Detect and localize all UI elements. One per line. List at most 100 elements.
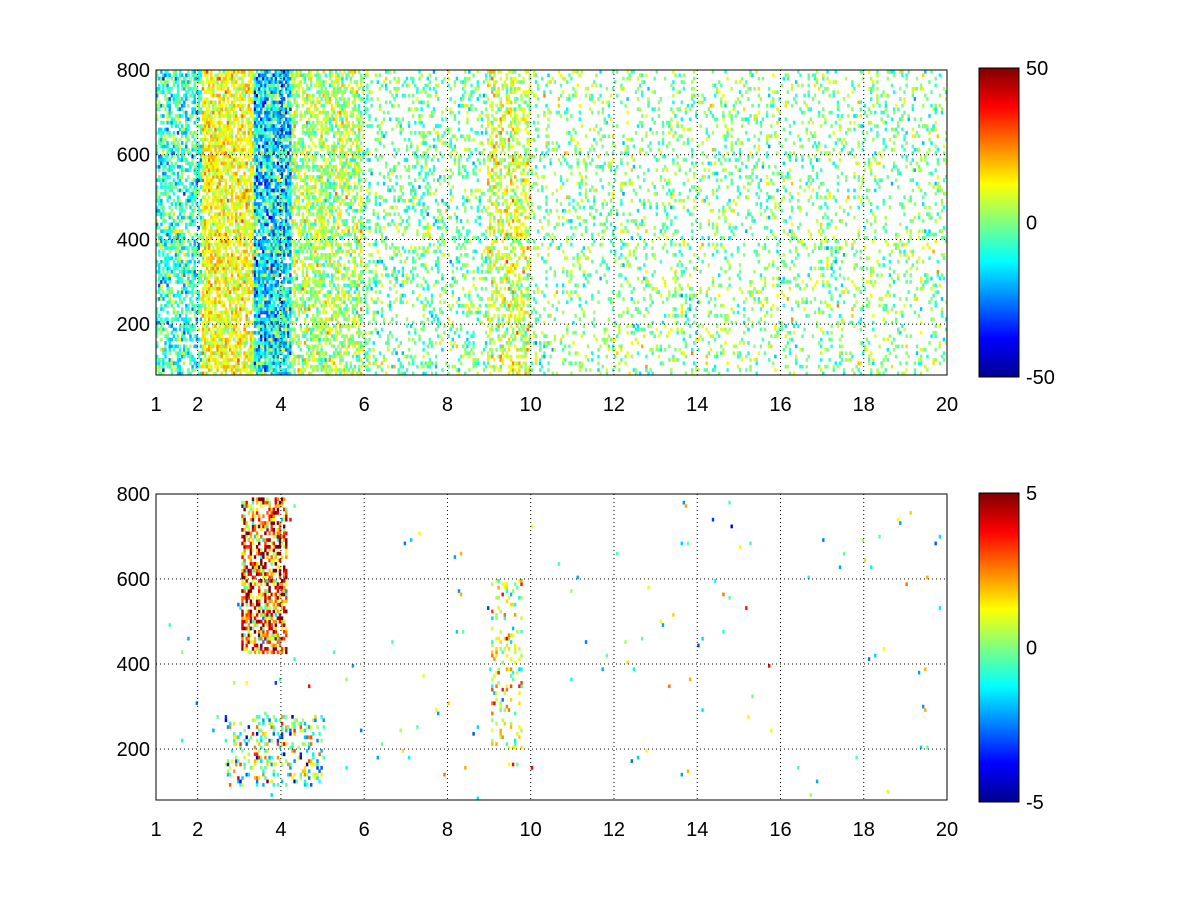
heatmap-cell: [280, 93, 284, 98]
heatmap-cell: [197, 151, 200, 155]
heatmap-cell: [274, 242, 277, 247]
heatmap-cell: [170, 256, 173, 261]
heatmap-cell: [314, 181, 317, 186]
heatmap-cell: [268, 317, 271, 322]
heatmap-cell: [318, 93, 321, 98]
heatmap-cell: [285, 310, 288, 315]
heatmap-cell: [274, 273, 277, 277]
heatmap-cell: [324, 330, 327, 335]
heatmap-cell: [253, 198, 257, 203]
heatmap-cell: [185, 307, 188, 311]
heatmap-cell: [253, 249, 257, 254]
heatmap-cell: [233, 344, 236, 349]
heatmap-cell: [308, 86, 311, 91]
heatmap-cell: [258, 259, 261, 264]
heatmap-cell: [181, 334, 184, 338]
heatmap-cell: [251, 300, 255, 305]
heatmap-cell: [245, 351, 248, 355]
heatmap-cell: [255, 70, 259, 74]
heatmap-cell: [237, 269, 240, 274]
heatmap-cell: [181, 175, 184, 179]
heatmap-cell: [328, 171, 332, 176]
heatmap-cell: [203, 134, 207, 139]
heatmap-cell: [312, 280, 315, 284]
heatmap-cell: [293, 73, 296, 78]
heatmap-cell: [183, 351, 186, 355]
heatmap-cell: [230, 351, 234, 355]
heatmap-cell: [241, 205, 244, 210]
heatmap-cell: [260, 283, 263, 288]
heatmap-cell: [172, 344, 176, 349]
heatmap-cell: [183, 110, 186, 115]
heatmap-cell: [314, 188, 317, 193]
heatmap-cell: [203, 327, 207, 332]
heatmap-cell: [314, 124, 317, 128]
heatmap-cell: [197, 273, 200, 277]
heatmap-cell: [264, 117, 267, 122]
heatmap-cell: [210, 76, 213, 81]
heatmap-cell: [197, 110, 200, 115]
heatmap-cell: [320, 90, 323, 94]
heatmap-cell: [289, 137, 292, 142]
heatmap-cell: [266, 246, 269, 250]
heatmap-cell: [287, 358, 290, 362]
heatmap-cell: [272, 215, 275, 220]
heatmap-cell: [183, 239, 186, 244]
heatmap-cell: [233, 158, 236, 162]
heatmap-cell: [216, 225, 219, 230]
heatmap-cell: [253, 86, 257, 91]
heatmap-cell: [262, 195, 265, 200]
heatmap-cell: [268, 158, 271, 162]
heatmap-cell: [245, 314, 248, 318]
heatmap-cell: [216, 327, 219, 332]
heatmap-cell: [199, 137, 203, 142]
heatmap-cell: [268, 141, 271, 145]
heatmap-cell: [224, 320, 228, 325]
heatmap-cell: [303, 236, 307, 240]
heatmap-cell: [303, 147, 307, 152]
heatmap-cell: [208, 219, 211, 223]
heatmap-cell: [168, 300, 171, 305]
heatmap-cell: [314, 239, 317, 244]
heatmap-cell: [285, 229, 288, 233]
heatmap-cell: [220, 266, 223, 271]
heatmap-cell: [272, 131, 275, 135]
heatmap-cell: [276, 151, 280, 155]
heatmap-cell: [285, 147, 288, 152]
heatmap-cell: [324, 232, 327, 237]
heatmap-cell: [226, 239, 230, 244]
heatmap-cell: [197, 310, 200, 315]
heatmap-cell: [206, 290, 209, 294]
heatmap-cell: [195, 164, 198, 169]
heatmap-cell: [230, 344, 234, 349]
heatmap-cell: [228, 161, 232, 166]
heatmap-cell: [255, 147, 259, 152]
heatmap-cell: [328, 205, 332, 210]
heatmap-cell: [189, 205, 192, 210]
heatmap-cell: [322, 154, 325, 159]
heatmap-cell: [262, 83, 265, 88]
heatmap-cell: [270, 175, 273, 179]
heatmap-cell: [203, 344, 207, 349]
heatmap-cell: [228, 290, 232, 294]
heatmap-cell: [181, 154, 184, 159]
heatmap-cell: [276, 256, 280, 261]
heatmap-cell: [216, 256, 219, 261]
heatmap-cell: [326, 263, 330, 267]
heatmap-cell: [268, 195, 271, 200]
heatmap-cell: [285, 324, 288, 328]
heatmap-cell: [228, 117, 232, 122]
heatmap-cell: [289, 286, 292, 291]
heatmap-cell: [278, 344, 282, 349]
heatmap-cell: [266, 137, 269, 142]
heatmap-cell: [224, 307, 228, 311]
heatmap-cell: [158, 283, 161, 288]
heatmap-cell: [164, 164, 167, 169]
heatmap-cell: [156, 232, 159, 237]
heatmap-cell: [270, 117, 273, 122]
heatmap-cell: [208, 290, 211, 294]
heatmap-cell: [258, 310, 261, 315]
heatmap-cell: [270, 97, 273, 101]
heatmap-cell: [270, 334, 273, 338]
heatmap-cell: [243, 344, 246, 349]
